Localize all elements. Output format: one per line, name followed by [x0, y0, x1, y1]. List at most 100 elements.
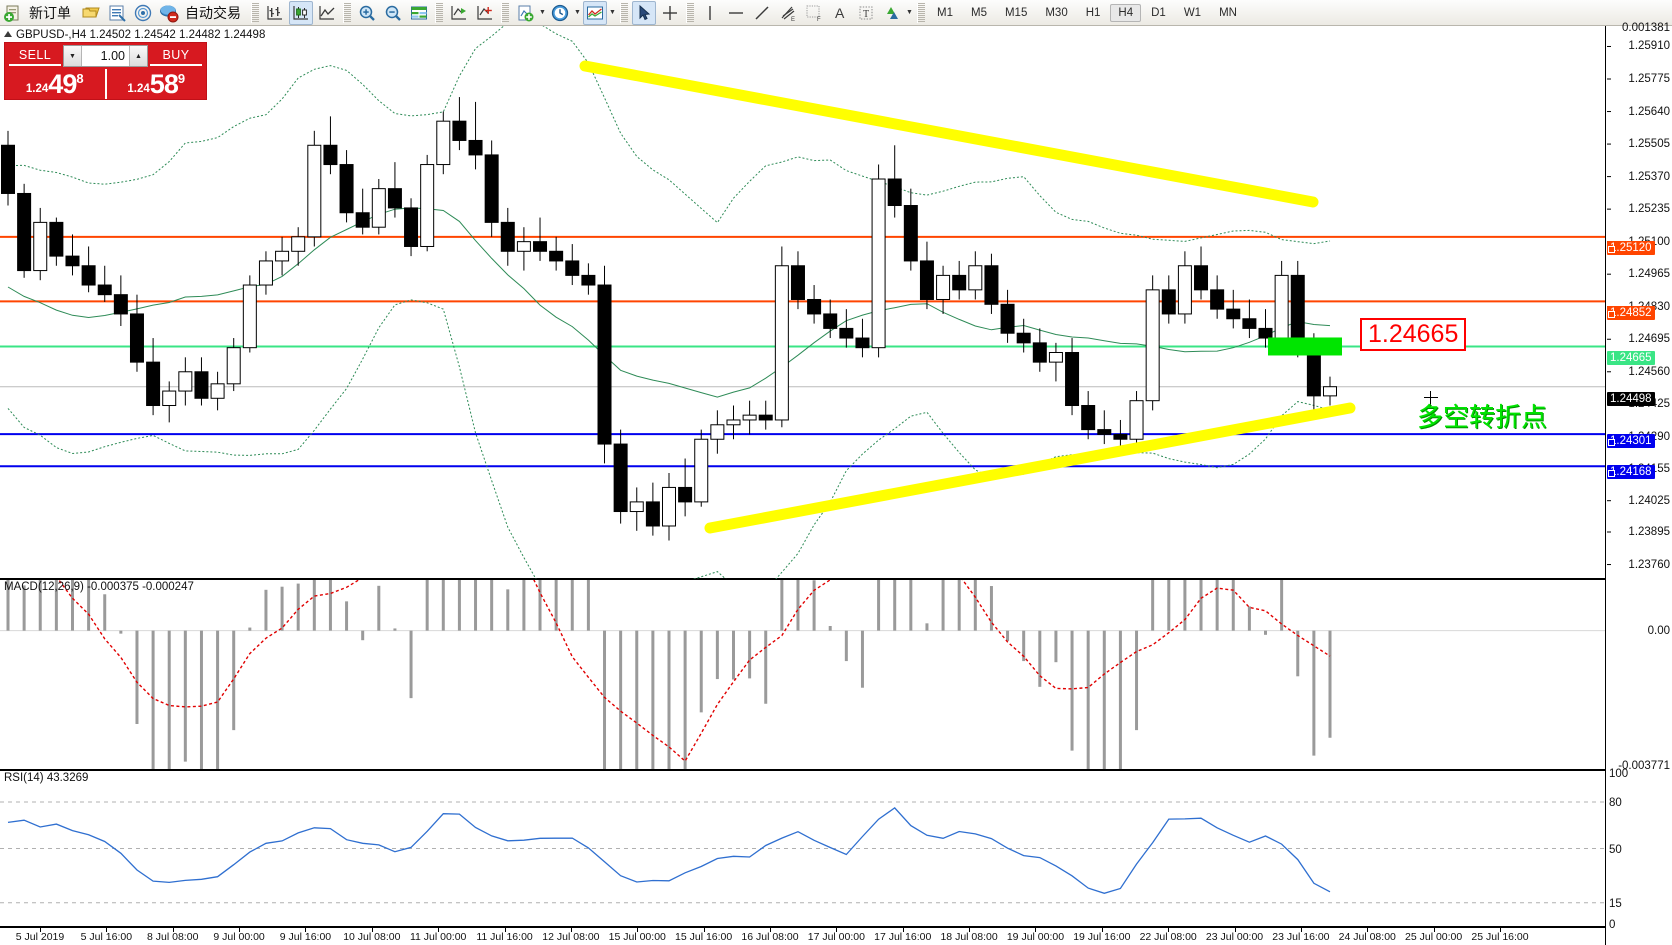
price-plot [0, 26, 1605, 579]
price-level-label-1.24301[interactable]: 1.24301 [1607, 434, 1655, 448]
level-drag-handle[interactable] [1608, 311, 1615, 318]
zoom-in-icon[interactable] [355, 1, 379, 25]
text-label-icon[interactable]: T [854, 1, 878, 25]
volume-value[interactable]: 1.00 [100, 49, 125, 63]
time-tick-mark [40, 928, 41, 932]
fibonacci-icon[interactable]: E [776, 1, 800, 25]
price-level-label-1.24852[interactable]: 1.24852 [1607, 306, 1655, 320]
trendline-icon[interactable] [750, 1, 774, 25]
time-tick-label: 17 Jul 16:00 [874, 931, 932, 943]
sell-price-big: 49 [48, 69, 77, 99]
level-drag-handle[interactable] [1608, 439, 1615, 446]
price-tick: 1.25910 [1628, 40, 1670, 53]
new-order-icon[interactable] [1, 1, 25, 25]
time-tick-label: 8 Jul 08:00 [147, 931, 199, 943]
channel-icon[interactable]: F [802, 1, 826, 25]
time-tick-label: 23 Jul 16:00 [1272, 931, 1330, 943]
price-level-label-1.24168[interactable]: 1.24168 [1607, 465, 1655, 479]
symbol-header-text: GBPUSD-,H4 1.24502 1.24542 1.24482 1.244… [16, 29, 266, 41]
macd-tick: 0.001381 [1622, 22, 1670, 34]
line-chart-icon[interactable] [315, 1, 339, 25]
indicators-icon[interactable] [583, 0, 607, 25]
shapes-dropdown-caret-icon[interactable]: ▼ [906, 9, 913, 16]
buy-price[interactable]: 1.24 58 9 [107, 69, 207, 99]
time-tick-mark [1500, 928, 1501, 932]
indicators-dropdown-caret-icon[interactable]: ▼ [609, 9, 616, 16]
chart-shift-icon[interactable] [447, 1, 471, 25]
price-level-label-1.24498[interactable]: 1.24498 [1607, 392, 1655, 406]
collapse-triangle-icon[interactable] [4, 31, 12, 37]
macd-indicator-label: MACD(12,26,9) -0.000375 -0.000247 [4, 581, 194, 593]
time-tick-mark [1433, 928, 1435, 932]
time-tick-label: 19 Jul 16:00 [1073, 931, 1131, 943]
time-tick-label: 11 Jul 16:00 [476, 931, 533, 943]
time-tick-label: 23 Jul 00:00 [1205, 931, 1264, 943]
time-tick-label: 16 Jul 08:00 [741, 931, 799, 943]
toolbar-separator [435, 2, 443, 23]
rsi-tick: 15 [1609, 897, 1622, 910]
timeframe-mn[interactable]: MN [1219, 6, 1237, 19]
crosshair-icon[interactable] [658, 1, 682, 25]
autotrading-icon[interactable] [157, 1, 181, 25]
timeframe-m15[interactable]: M15 [1004, 6, 1028, 19]
timeframe-h4[interactable]: H4 [1110, 3, 1142, 22]
timeframe-h1[interactable]: H1 [1085, 6, 1101, 19]
shapes-icon[interactable] [880, 1, 904, 25]
macd-pane[interactable] [0, 579, 1605, 770]
timeframe-w1[interactable]: W1 [1183, 6, 1202, 19]
autotrading-label[interactable]: 自动交易 [185, 4, 241, 21]
rsi-tick: 0 [1609, 919, 1616, 931]
time-axis[interactable]: 5 Jul 2019 5 Jul 16:00 8 Jul 08:00 9 Jul 00… [0, 927, 1605, 945]
template-icon[interactable] [513, 1, 537, 25]
svg-text:T: T [863, 9, 869, 20]
level-drag-handle[interactable] [1608, 470, 1615, 477]
volume-decrement-icon[interactable]: ▼ [64, 46, 82, 66]
new-order-label[interactable]: 新订单 [29, 4, 71, 21]
price-tick: 1.25235 [1628, 203, 1670, 216]
price-level-label-1.25120[interactable]: 1.25120 [1607, 241, 1655, 255]
cursor-icon[interactable] [632, 0, 656, 25]
volume-stepper[interactable]: ▼ 1.00 ▲ [63, 45, 148, 67]
one-click-trading-panel[interactable]: SELL ▼ 1.00 ▲ BUY 1.24 49 8 1.24 58 9 [4, 42, 207, 100]
octp-price-row: 1.24 49 8 1.24 58 9 [5, 69, 206, 99]
level-drag-handle[interactable] [1608, 246, 1615, 253]
horizontal-line-icon[interactable] [724, 1, 748, 25]
text-icon[interactable]: A [828, 1, 852, 25]
timeframe-m5[interactable]: M5 [970, 6, 987, 19]
template-dropdown-caret-icon[interactable]: ▼ [539, 9, 546, 16]
time-tick-mark [371, 928, 373, 932]
chart-area[interactable]: MACD(12,26,9) -0.000375 -0.000247 RSI(14… [0, 22, 1672, 945]
bar-chart-icon[interactable] [263, 1, 287, 25]
time-tick-label: 24 Jul 08:00 [1338, 931, 1396, 943]
time-tick-mark [305, 928, 307, 932]
time-tick-label: 5 Jul 2019 [15, 931, 65, 943]
price-axis[interactable]: 1.25910 1.25775 1.25640 1.25505 1.25370 1.252… [1605, 22, 1672, 945]
zoom-out-icon[interactable] [381, 1, 405, 25]
period-dropdown-caret-icon[interactable]: ▼ [574, 9, 581, 16]
price-tick: 1.24025 [1628, 494, 1670, 507]
timeframe-d1[interactable]: D1 [1151, 6, 1166, 19]
volume-increment-icon[interactable]: ▲ [129, 46, 147, 66]
sell-price[interactable]: 1.24 49 8 [5, 69, 107, 99]
rsi-pane[interactable] [0, 770, 1605, 927]
timeframe-m30[interactable]: M30 [1045, 6, 1068, 19]
auto-scroll-icon[interactable] [473, 1, 497, 25]
data-window-icon[interactable] [407, 1, 431, 25]
time-tick-mark [836, 928, 838, 932]
timeframe-m1[interactable]: M1 [937, 6, 953, 19]
time-tick-label: 18 Jul 08:00 [940, 931, 998, 943]
buy-button[interactable]: BUY [150, 46, 202, 66]
toolbar-separator [251, 2, 259, 23]
candlestick-chart-icon[interactable] [289, 0, 313, 25]
rsi-tick: 80 [1609, 797, 1622, 809]
alerts-icon[interactable] [131, 1, 155, 25]
buy-price-prefix: 1.24 [127, 83, 150, 95]
price-level-label-1.24665[interactable]: 1.24665 [1607, 351, 1655, 365]
sell-button[interactable]: SELL [9, 46, 61, 66]
price-pane[interactable] [0, 26, 1605, 579]
news-icon[interactable] [105, 1, 129, 25]
toolbar-separator [620, 2, 628, 23]
folder-icon[interactable] [79, 1, 103, 25]
vertical-line-icon[interactable] [698, 1, 722, 25]
period-clock-icon[interactable] [548, 1, 572, 25]
